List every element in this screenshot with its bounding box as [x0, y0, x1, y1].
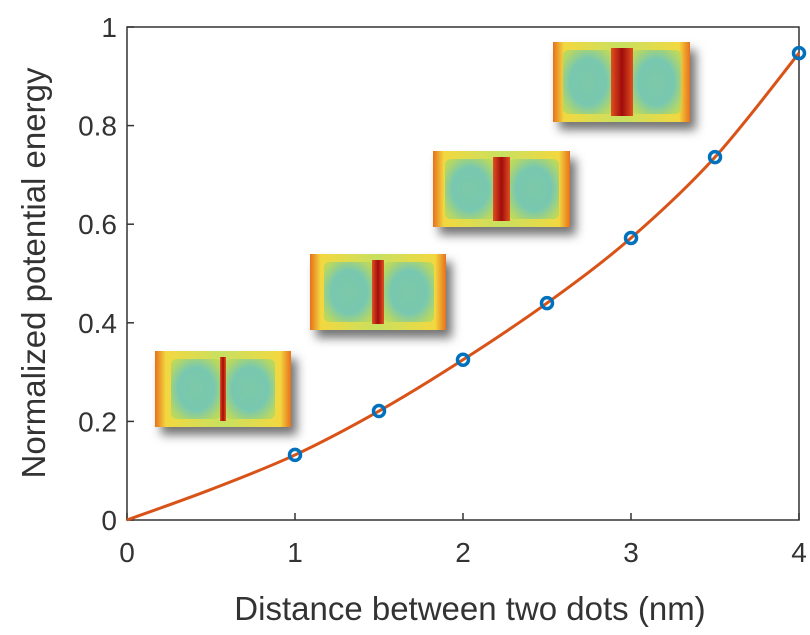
x-tick-label: 4	[791, 537, 807, 568]
y-axis-label: Normalized potential energy	[15, 67, 52, 478]
x-axis-label: Distance between two dots (nm)	[234, 590, 705, 627]
x-tick-label: 2	[455, 537, 471, 568]
y-tick-label: 0.8	[78, 111, 117, 142]
data-point	[707, 149, 723, 165]
data-point	[455, 352, 471, 368]
y-tick-label: 0.6	[78, 209, 117, 240]
x-tick-label: 0	[119, 537, 135, 568]
inset-image	[310, 254, 446, 330]
data-point	[539, 295, 555, 311]
data-point	[791, 45, 807, 61]
x-tick-label: 3	[623, 537, 639, 568]
data-point	[623, 230, 639, 246]
inset-image	[155, 351, 291, 427]
y-tick-label: 0.2	[78, 406, 117, 437]
data-point	[287, 447, 303, 463]
y-tick-label: 0.4	[78, 308, 117, 339]
plot-frame	[126, 26, 800, 521]
y-tick-label: 1	[101, 12, 117, 43]
x-tick-label: 1	[287, 537, 303, 568]
data-point	[371, 403, 387, 419]
fit-line	[126, 52, 801, 522]
inset-image	[433, 151, 570, 227]
y-tick-label: 0	[101, 505, 117, 536]
inset-images	[155, 42, 690, 427]
inset-image	[553, 42, 690, 122]
